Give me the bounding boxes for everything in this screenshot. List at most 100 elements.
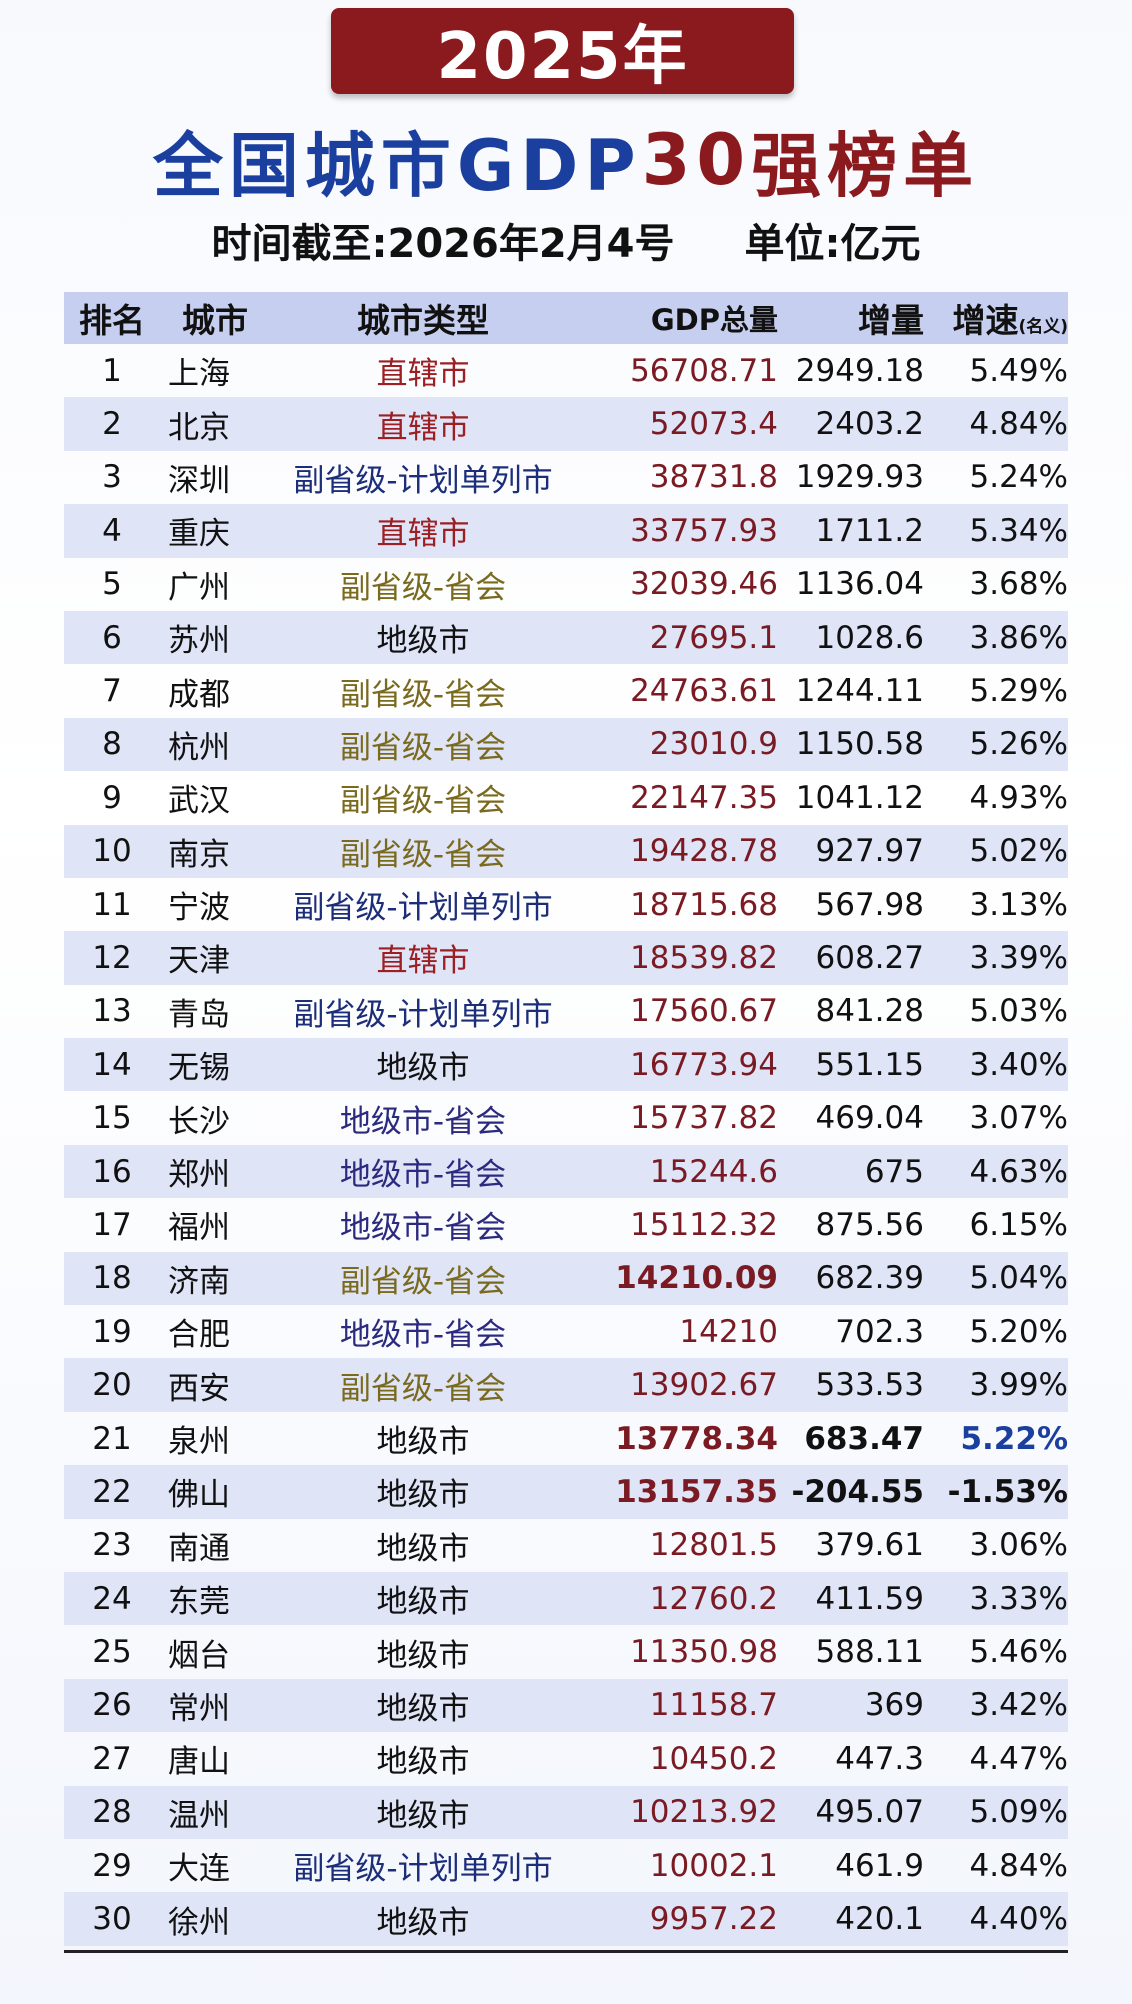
rate-cell: 4.47% bbox=[969, 1740, 1068, 1777]
rank-cell: 9 bbox=[102, 779, 122, 816]
city-cell: 无锡 bbox=[168, 1050, 230, 1087]
city-cell: 济南 bbox=[168, 1263, 230, 1300]
city-cell: 徐州 bbox=[168, 1904, 230, 1941]
gdp-cell: 11158.7 bbox=[649, 1687, 778, 1724]
city-cell: 长沙 bbox=[168, 1103, 230, 1140]
city-cell: 宁波 bbox=[168, 890, 230, 927]
increase-cell: 1136.04 bbox=[795, 566, 924, 603]
gdp-cell: 38731.8 bbox=[649, 459, 778, 496]
rank-cell: 30 bbox=[92, 1901, 132, 1938]
gdp-cell: 33757.93 bbox=[630, 512, 778, 549]
increase-cell: 411.59 bbox=[815, 1580, 924, 1617]
title-part-2: 30 bbox=[641, 119, 752, 201]
table-row: 25 烟台 地级市 11350.98 588.11 5.46% bbox=[64, 1625, 1068, 1678]
city-cell: 东莞 bbox=[168, 1584, 230, 1621]
table-row: 30 徐州 地级市 9957.22 420.1 4.40% bbox=[64, 1892, 1068, 1946]
type-cell: 地级市 bbox=[376, 1744, 470, 1781]
rate-cell: 5.09% bbox=[969, 1794, 1068, 1831]
increase-cell: 875.56 bbox=[815, 1206, 924, 1243]
rate-cell: 4.84% bbox=[969, 1847, 1068, 1884]
increase-cell: 1929.93 bbox=[795, 459, 924, 496]
rate-cell: 6.15% bbox=[969, 1206, 1068, 1243]
rank-cell: 18 bbox=[92, 1260, 132, 1297]
gdp-cell: 9957.22 bbox=[649, 1901, 778, 1938]
rate-cell: 5.46% bbox=[969, 1634, 1068, 1671]
city-cell: 武汉 bbox=[168, 783, 230, 820]
rank-cell: 17 bbox=[92, 1206, 132, 1243]
gdp-cell: 15737.82 bbox=[630, 1100, 778, 1137]
increase-cell: 379.61 bbox=[815, 1527, 924, 1564]
table-row: 10 南京 副省级-省会 19428.78 927.97 5.02% bbox=[64, 824, 1068, 878]
header-city: 城市 bbox=[182, 301, 248, 340]
table-row: 28 温州 地级市 10213.92 495.07 5.09% bbox=[64, 1785, 1068, 1839]
city-cell: 天津 bbox=[168, 943, 230, 980]
gdp-cell: 11350.98 bbox=[630, 1634, 778, 1671]
year-label: 2025年 bbox=[436, 20, 689, 94]
rate-cell: 3.07% bbox=[969, 1100, 1068, 1137]
type-cell: 直辖市 bbox=[376, 356, 470, 393]
gdp-cell: 12801.5 bbox=[649, 1527, 778, 1564]
rate-cell: 3.39% bbox=[969, 939, 1068, 976]
table-row: 2 北京 直辖市 52073.4 2403.2 4.84% bbox=[64, 397, 1068, 451]
rank-cell: 21 bbox=[92, 1420, 132, 1457]
increase-cell: 551.15 bbox=[815, 1046, 924, 1083]
rank-cell: 20 bbox=[92, 1367, 132, 1404]
rank-cell: 14 bbox=[92, 1046, 132, 1083]
year-banner: 2025年 bbox=[331, 8, 794, 94]
rank-cell: 13 bbox=[92, 993, 132, 1030]
rate-cell: 3.86% bbox=[969, 619, 1068, 656]
gdp-cell: 12760.2 bbox=[649, 1580, 778, 1617]
type-cell: 副省级-计划单列市 bbox=[293, 1851, 553, 1888]
increase-cell: 1041.12 bbox=[795, 779, 924, 816]
increase-cell: 447.3 bbox=[835, 1740, 924, 1777]
increase-cell: 683.47 bbox=[804, 1420, 924, 1457]
table-row: 21 泉州 地级市 13778.34 683.47 5.22% bbox=[64, 1412, 1068, 1465]
gdp-cell: 16773.94 bbox=[630, 1046, 778, 1083]
rank-cell: 27 bbox=[92, 1740, 132, 1777]
type-cell: 副省级-省会 bbox=[339, 1263, 507, 1300]
city-cell: 南京 bbox=[168, 836, 230, 873]
city-cell: 烟台 bbox=[168, 1637, 230, 1674]
city-cell: 重庆 bbox=[168, 516, 230, 553]
increase-cell: 1150.58 bbox=[795, 726, 924, 763]
gdp-cell: 13157.35 bbox=[615, 1473, 778, 1510]
rank-cell: 2 bbox=[102, 406, 122, 443]
increase-cell: 1711.2 bbox=[815, 512, 924, 549]
rate-cell: 5.29% bbox=[969, 673, 1068, 710]
increase-cell: 682.39 bbox=[815, 1260, 924, 1297]
city-cell: 上海 bbox=[168, 356, 230, 393]
table-row: 1 上海 直辖市 56708.71 2949.18 5.49% bbox=[64, 344, 1068, 397]
type-cell: 直辖市 bbox=[376, 409, 470, 446]
gdp-cell: 27695.1 bbox=[649, 619, 778, 656]
table-row: 14 无锡 地级市 16773.94 551.15 3.40% bbox=[64, 1038, 1068, 1092]
header-rank: 排名 bbox=[79, 301, 145, 340]
title-part-3: 强榜单 bbox=[751, 124, 980, 207]
city-cell: 西安 bbox=[168, 1370, 230, 1407]
city-cell: 南通 bbox=[168, 1530, 230, 1567]
increase-cell: 420.1 bbox=[835, 1901, 924, 1938]
gdp-cell: 32039.46 bbox=[630, 566, 778, 603]
rate-cell: 3.13% bbox=[969, 886, 1068, 923]
table-row: 13 青岛 副省级-计划单列市 17560.67 841.28 5.03% bbox=[64, 985, 1068, 1038]
city-cell: 合肥 bbox=[168, 1317, 230, 1354]
city-cell: 杭州 bbox=[168, 729, 230, 766]
type-cell: 副省级-省会 bbox=[339, 729, 507, 766]
increase-cell: 1028.6 bbox=[815, 619, 924, 656]
header-rate: 增速(名义) bbox=[924, 294, 1068, 342]
city-cell: 成都 bbox=[168, 676, 230, 713]
type-cell: 地级市 bbox=[376, 1637, 470, 1674]
type-cell: 地级市 bbox=[376, 1530, 470, 1567]
gdp-cell: 10213.92 bbox=[630, 1794, 778, 1831]
page-title: 全国城市GDP 30 强榜单 bbox=[0, 110, 1132, 210]
increase-cell: 1244.11 bbox=[795, 673, 924, 710]
rank-cell: 22 bbox=[92, 1473, 132, 1510]
city-cell: 苏州 bbox=[168, 623, 230, 660]
header-increase: 增量 bbox=[858, 301, 924, 340]
rate-cell: 3.42% bbox=[969, 1687, 1068, 1724]
increase-cell: 675 bbox=[864, 1153, 924, 1190]
rank-cell: 26 bbox=[92, 1687, 132, 1724]
city-cell: 青岛 bbox=[168, 996, 230, 1033]
table-row: 15 长沙 地级市-省会 15737.82 469.04 3.07% bbox=[64, 1091, 1068, 1144]
rate-cell: 5.02% bbox=[969, 833, 1068, 870]
